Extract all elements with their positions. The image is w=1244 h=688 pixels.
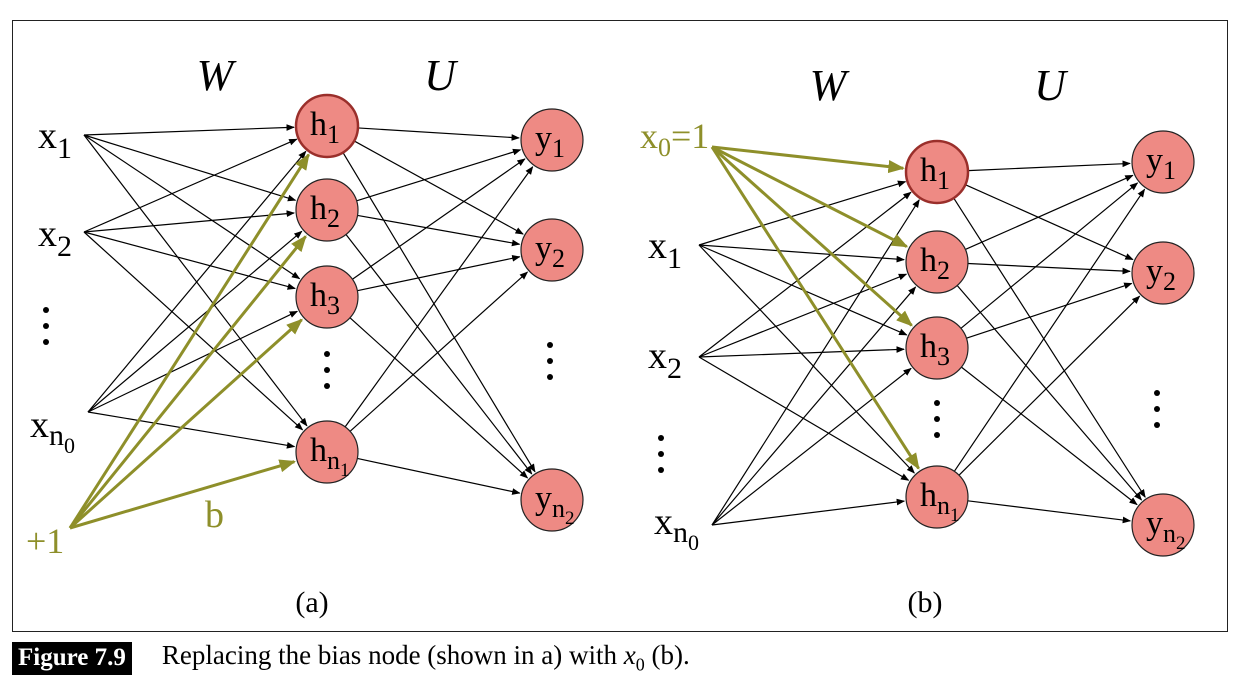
panel-a-bias-label: +1 [26,521,64,561]
panel-a-edge-x0-h3 [84,135,307,426]
panel-b-input-ellipsis [658,435,664,473]
panel-a-edge-h3-y1 [350,272,527,431]
panel-a-edge-x0-h2 [84,135,300,279]
panel-b-edge-x2-h2 [712,368,911,525]
panel-b-edge-h0-y0 [968,163,1130,170]
panel-a-bias-edge-h2 [70,320,302,528]
panel-a-input-x1: x1 [38,115,72,165]
panel-b-edge-x1-h0 [699,192,911,357]
panel-b-bias-input: x0=1 [640,116,709,162]
figure-caption-text: Replacing the bias node (shown in a) wit… [162,640,690,675]
panel-a-edge-h0-y2 [343,153,535,472]
figure-label: Figure 7.9 [12,642,132,675]
panel-b-W-label: W [810,61,850,110]
panel-b-hidden-h2: h2 [906,231,968,293]
panel-b-U-label: U [1034,61,1069,110]
panel-a-hidden-h2: h2 [296,179,358,241]
panel-b-edge-h1-y1 [968,264,1130,272]
panel-b-bias-edge-h0 [712,147,903,168]
panel-b-output-yn2: yn2 [1132,494,1194,556]
panel-a-edge-h1-y2 [346,234,532,473]
panel-a-input-x2: x2 [38,213,72,263]
edges-layer [84,127,1145,525]
panel-b-input-x1: x1 [648,225,682,275]
panel-b-label: (b) [908,586,943,619]
panel-a-edge-h0-y0 [358,128,519,138]
panel-b-hidden-h1: h1 [906,141,968,203]
panel-a-edge-x2-h1 [88,231,302,412]
panel-b-bias-edge-h2 [712,147,912,325]
panel-b-edge-h0-y1 [965,185,1133,260]
panel-a-hidden-h1: h1 [296,95,358,157]
panel-a-edge-x0-h1 [84,135,295,200]
panel-a-bias-edge-h3 [70,462,294,528]
figure-caption: Figure 7.9 Replacing the bias node (show… [12,640,690,676]
panel-b-edge-h3-y0 [954,189,1144,471]
panel-b-hidden-ellipsis [934,400,940,438]
panel-b-edge-x0-h3 [699,245,914,473]
panel-a-output-ellipsis [547,342,553,380]
caption-text-after: (b). [645,640,690,670]
panel-a-edge-x1-h0 [84,139,297,232]
panel-a-bias-edge-h1 [70,236,306,528]
panel-b-edge-h2-y2 [961,367,1137,505]
panel-a-output-y1: y1 [521,109,583,171]
panel-b-edge-x1-h2 [699,349,904,357]
panel-b-edge-h3-y2 [968,501,1130,521]
panel-b-input-x2: x2 [648,335,682,385]
panel-a-label: (a) [295,586,328,619]
panel-a-edge-h1-y0 [357,150,521,201]
panel-a-edge-h3-y2 [357,458,519,493]
neural-network-diagram: h1 h2 h3 hn1 y1 y2 yn2 h1 h2 h3 hn1 y1 y2 yn2 W U (a)… [0,0,1244,640]
panel-a-hidden-h3: h3 [296,266,358,328]
caption-math-sub: 0 [636,655,645,675]
panel-a-edge-h2-y1 [357,257,519,291]
caption-math: x [624,640,636,670]
panel-a-edge-h3-y0 [345,167,533,427]
panel-a-input-ellipsis [43,307,49,345]
bias-edges-layer [70,147,919,528]
panel-b-edge-h1-y2 [957,286,1141,500]
panel-a-bias-weight: b [205,494,224,536]
panel-b-input-xn0: xn0 [654,501,699,555]
caption-text-before: Replacing the bias node (shown in a) wit… [162,640,624,670]
panel-a-U-label: U [424,51,459,100]
panel-a-edge-h2-y2 [350,318,527,478]
panel-b-bias-edge-h3 [712,147,919,468]
panel-b-edge-h2-y0 [961,183,1138,328]
panel-b-edge-x0-h1 [699,245,904,260]
panel-b-edge-x2-h3 [712,501,904,525]
panel-b-edge-h1-y0 [965,175,1132,249]
panel-a-edge-h0-y1 [354,141,523,234]
panel-b-output-ellipsis [1154,390,1160,428]
panel-b-hidden-h3: h3 [906,317,968,379]
panel-a-W-label: W [197,51,237,100]
panel-b-hidden-hn1: hn1 [906,466,968,528]
panel-a-bias-edge-h0 [70,155,309,528]
panel-a-edge-x0-h0 [84,127,294,135]
panel-a-input-xn0: xn0 [30,404,75,458]
panel-b-edge-x0-h0 [699,182,905,245]
panel-b-output-y1: y1 [1132,131,1194,193]
panel-b-output-y2: y2 [1132,242,1194,304]
panel-a-output-y2: y2 [521,219,583,281]
panel-a-hidden-hn1: hn1 [296,421,358,483]
panel-a-output-yn2: yn2 [521,469,583,531]
panel-a-hidden-ellipsis [324,351,330,389]
